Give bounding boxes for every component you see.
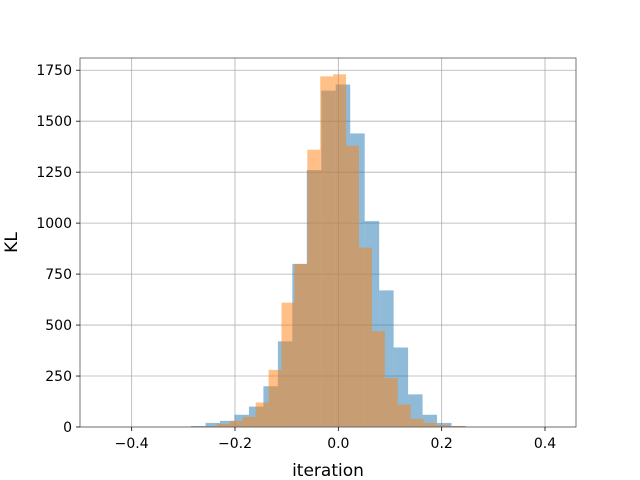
- histogram-bar: [205, 422, 221, 427]
- y-axis-label: KL: [2, 232, 22, 253]
- histogram-bar: [371, 331, 385, 427]
- histogram-bar: [437, 422, 452, 427]
- x-tick-label: −0.2: [218, 436, 252, 452]
- x-tick-label: 0.4: [534, 436, 556, 452]
- x-axis-label: iteration: [292, 461, 364, 480]
- plot-frame: [79, 57, 577, 428]
- histogram-bar: [204, 425, 217, 427]
- axis-ticks: −0.4 −0.2 0.0 0.2 0.4 0 250 500 750 1000 1250 1500 1…: [36, 63, 556, 452]
- histogram-bar: [449, 425, 463, 427]
- histogram-bar: [281, 302, 295, 427]
- histogram-bars: [191, 74, 466, 428]
- x-tick-label: 0.2: [431, 436, 453, 452]
- x-tick-label: 0.0: [327, 436, 349, 452]
- y-tick-label: 500: [45, 318, 72, 334]
- histogram-bar: [255, 402, 269, 427]
- histogram-bar: [229, 420, 243, 427]
- y-tick-label: 1250: [36, 165, 72, 181]
- y-tick-label: 0: [63, 420, 72, 436]
- histogram-bar: [384, 378, 398, 427]
- histogram-bar: [410, 418, 424, 427]
- y-tick-label: 1000: [36, 216, 72, 232]
- histogram-bar: [436, 424, 450, 427]
- histogram-bar: [397, 404, 411, 427]
- y-tick-label: 750: [45, 267, 72, 283]
- histogram-bar: [216, 423, 230, 427]
- histogram-bar: [294, 263, 308, 427]
- y-tick-label: 1750: [36, 63, 72, 79]
- histogram-bar: [242, 416, 256, 427]
- x-tick-label: −0.4: [115, 436, 149, 452]
- histogram-bar: [191, 425, 206, 427]
- histogram-bar: [307, 149, 321, 427]
- y-tick-label: 1500: [36, 114, 72, 130]
- histogram-bar: [346, 145, 359, 428]
- y-tick-label: 250: [45, 369, 72, 385]
- histogram-bar: [423, 422, 437, 427]
- histogram-bar: [359, 247, 372, 427]
- histogram-bar: [333, 74, 347, 428]
- histogram-series-2: [204, 74, 463, 428]
- histogram-bar: [320, 76, 334, 427]
- histogram-bar: [268, 369, 282, 427]
